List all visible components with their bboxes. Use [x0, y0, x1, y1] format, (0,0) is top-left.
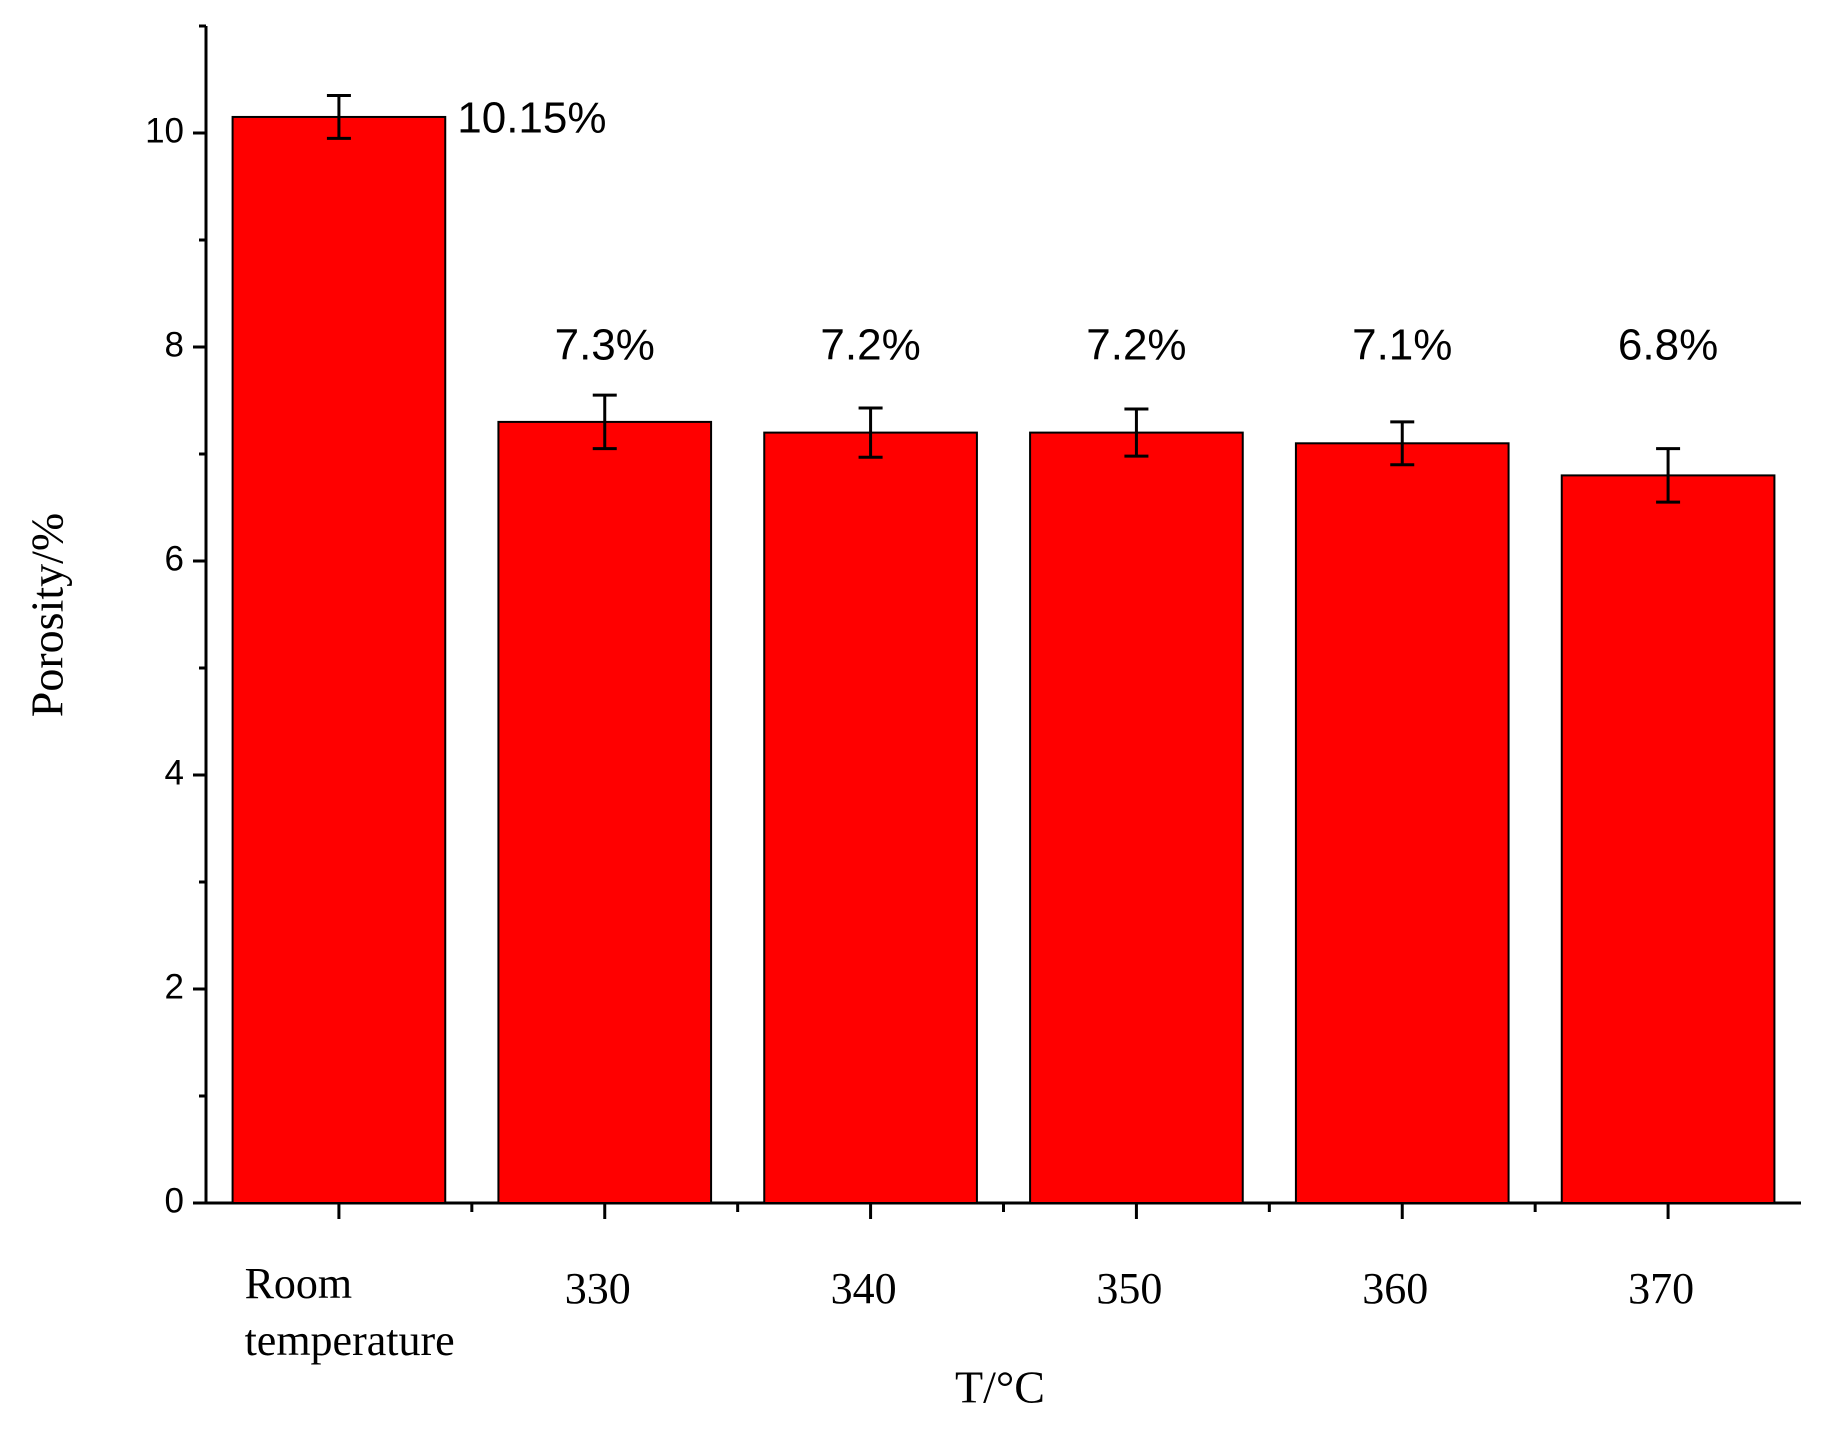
- x-tick-label: 360: [1362, 1264, 1429, 1313]
- y-tick-label: 2: [165, 967, 184, 1006]
- y-axis-title: Porosity/%: [22, 513, 73, 717]
- x-tick-label: 340: [830, 1264, 897, 1313]
- value-label: 7.1%: [1352, 321, 1452, 370]
- y-tick-label: 8: [165, 325, 184, 364]
- x-axis-title: T/°C: [955, 1362, 1045, 1413]
- bar: [1560, 474, 1776, 1204]
- y-tick-label: 6: [165, 539, 184, 578]
- y-tick-label: 4: [165, 753, 184, 792]
- value-label: 6.8%: [1618, 321, 1718, 370]
- x-tick-label: 370: [1628, 1264, 1695, 1313]
- value-label: 7.2%: [1086, 321, 1186, 370]
- value-label: 7.2%: [820, 321, 920, 370]
- x-tick-label: 350: [1096, 1264, 1163, 1313]
- bar: [1029, 431, 1244, 1205]
- y-tick-label: 10: [145, 111, 184, 150]
- x-tick-label: 330: [564, 1264, 631, 1313]
- bar: [1294, 442, 1510, 1204]
- value-label: 7.3%: [555, 321, 655, 370]
- bar: [497, 420, 713, 1204]
- x-tick-label: Room temperature: [244, 1259, 455, 1366]
- bar: [763, 431, 978, 1205]
- bar: [231, 115, 447, 1205]
- value-label: 10.15%: [457, 94, 606, 143]
- y-tick-label: 0: [165, 1181, 184, 1220]
